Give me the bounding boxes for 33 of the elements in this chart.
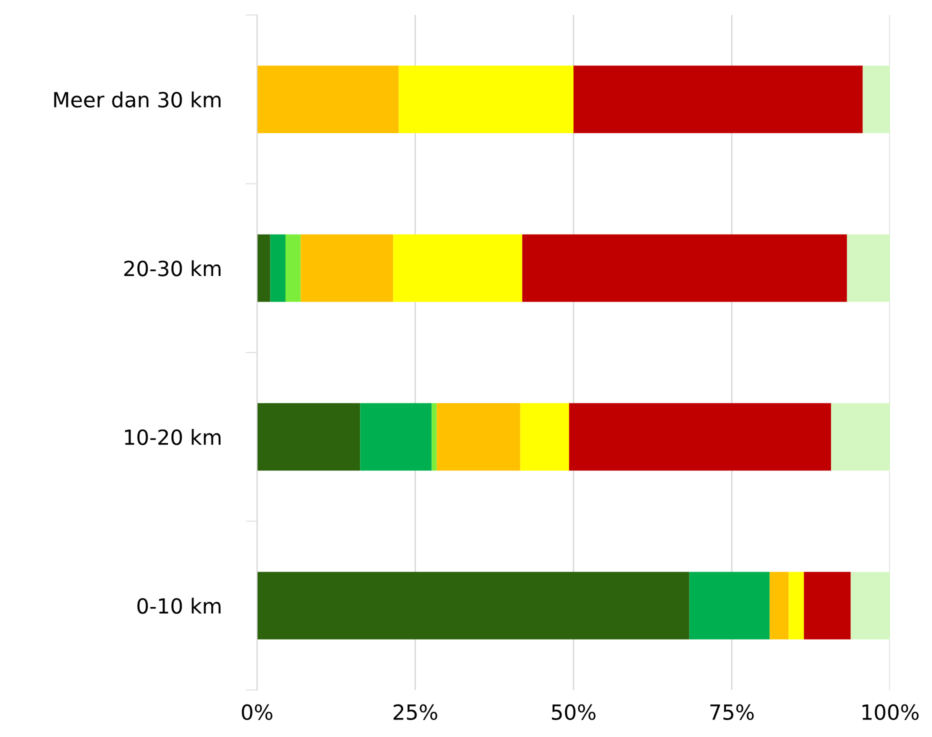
bar — [862, 66, 890, 134]
x-tick-label: 0% — [242, 704, 272, 720]
bar — [432, 403, 437, 471]
bar — [569, 403, 832, 471]
bar — [804, 572, 851, 640]
bar — [360, 403, 432, 471]
x-tick-label: 25% — [394, 704, 438, 720]
bar — [270, 234, 286, 302]
x-tick-label: 100% — [862, 704, 919, 720]
bar — [520, 403, 570, 471]
bar — [846, 234, 890, 302]
bar — [393, 234, 522, 302]
y-tick-label: 0-10 km — [137, 598, 221, 614]
x-tick-label: 50% — [552, 704, 596, 720]
bar — [257, 403, 360, 471]
bar — [831, 403, 890, 471]
bar — [850, 572, 890, 640]
bar — [257, 572, 690, 640]
bar — [300, 234, 394, 302]
bar — [285, 234, 301, 302]
bar — [436, 403, 520, 471]
bar — [257, 234, 270, 302]
y-tick-label: Meer dan 30 km — [54, 91, 221, 108]
y-tick-label: 20-30 km — [124, 260, 221, 276]
bar — [689, 572, 770, 640]
bar — [257, 66, 399, 134]
x-tick-label: 75% — [710, 704, 754, 720]
bar — [522, 234, 847, 302]
bar — [574, 66, 863, 134]
bar — [788, 572, 804, 640]
y-tick-label: 10-20 km — [125, 428, 221, 446]
bar — [770, 572, 789, 640]
bar — [398, 66, 574, 134]
